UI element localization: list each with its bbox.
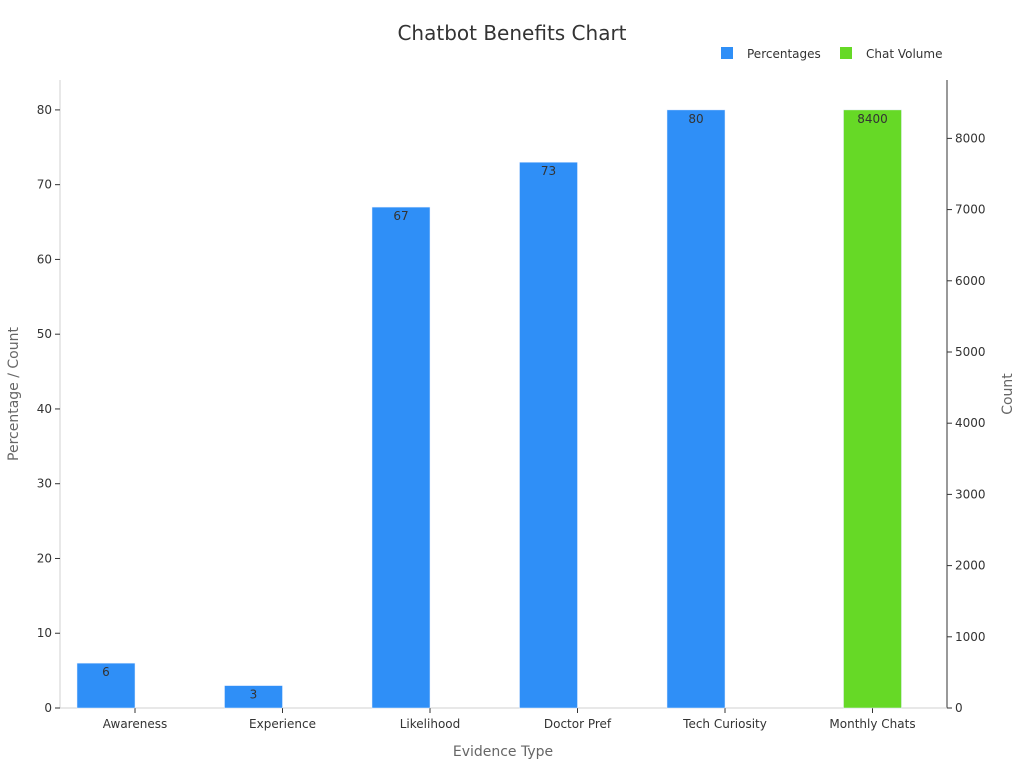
y-tick-label: 0 bbox=[44, 701, 52, 715]
bar-value-label: 67 bbox=[393, 209, 408, 223]
legend: Percentages Chat Volume bbox=[721, 47, 943, 61]
legend-swatch bbox=[721, 47, 733, 59]
y2-tick-label: 0 bbox=[955, 701, 963, 715]
y-tick-label: 10 bbox=[37, 626, 52, 640]
y2-tick-label: 7000 bbox=[955, 203, 986, 217]
x-tick-label: Doctor Pref bbox=[544, 717, 612, 731]
x-axis-ticks: Awareness Experience Likelihood Doctor Pref… bbox=[103, 708, 916, 731]
chart-title: Chatbot Benefits Chart bbox=[397, 21, 626, 45]
bar-percentages bbox=[224, 685, 283, 709]
y2-tick-label: 2000 bbox=[955, 559, 986, 573]
y-tick-label: 80 bbox=[37, 103, 52, 117]
x-axis-title: Evidence Type bbox=[453, 744, 553, 760]
x-tick-label: Awareness bbox=[103, 717, 167, 731]
y2-axis-title: Count bbox=[1000, 373, 1016, 415]
x-tick-label: Monthly Chats bbox=[829, 717, 915, 731]
y2-tick-label: 8000 bbox=[955, 131, 986, 145]
legend-swatch bbox=[840, 47, 852, 59]
bars bbox=[76, 109, 902, 709]
y-tick-label: 70 bbox=[37, 178, 52, 192]
legend-label: Chat Volume bbox=[866, 47, 943, 61]
y-tick-label: 40 bbox=[37, 402, 52, 416]
right-axis-ticks: 0 1000 2000 3000 4000 5000 6000 7000 8000 bbox=[947, 131, 986, 715]
bar-percentages bbox=[666, 109, 726, 709]
bar-percentages bbox=[371, 206, 431, 709]
legend-label: Percentages bbox=[747, 47, 821, 61]
x-tick-label: Likelihood bbox=[400, 717, 461, 731]
y-axis-title: Percentage / Count bbox=[6, 327, 22, 461]
y2-tick-label: 1000 bbox=[955, 630, 986, 644]
y2-tick-label: 5000 bbox=[955, 345, 986, 359]
bar-value-label: 73 bbox=[541, 164, 556, 178]
x-tick-label: Experience bbox=[249, 717, 316, 731]
y2-tick-label: 3000 bbox=[955, 487, 986, 501]
left-axis-ticks: 0 10 20 30 40 50 60 70 80 bbox=[37, 103, 60, 715]
bar-chat-volume bbox=[843, 109, 902, 709]
bar-percentages bbox=[76, 662, 136, 709]
y-tick-label: 50 bbox=[37, 327, 52, 341]
y2-tick-label: 4000 bbox=[955, 416, 986, 430]
bar-value-label: 8400 bbox=[857, 112, 888, 126]
y-tick-label: 30 bbox=[37, 477, 52, 491]
bar-value-label: 3 bbox=[250, 688, 258, 702]
x-tick-label: Tech Curiosity bbox=[682, 717, 767, 731]
y2-tick-label: 6000 bbox=[955, 274, 986, 288]
bar-value-label: 80 bbox=[688, 112, 703, 126]
bar-percentages bbox=[519, 161, 578, 709]
y-tick-label: 20 bbox=[37, 551, 52, 565]
y-tick-label: 60 bbox=[37, 252, 52, 266]
bar-value-label: 6 bbox=[102, 665, 110, 679]
bar-labels: 6 3 67 73 80 8400 bbox=[102, 112, 888, 702]
